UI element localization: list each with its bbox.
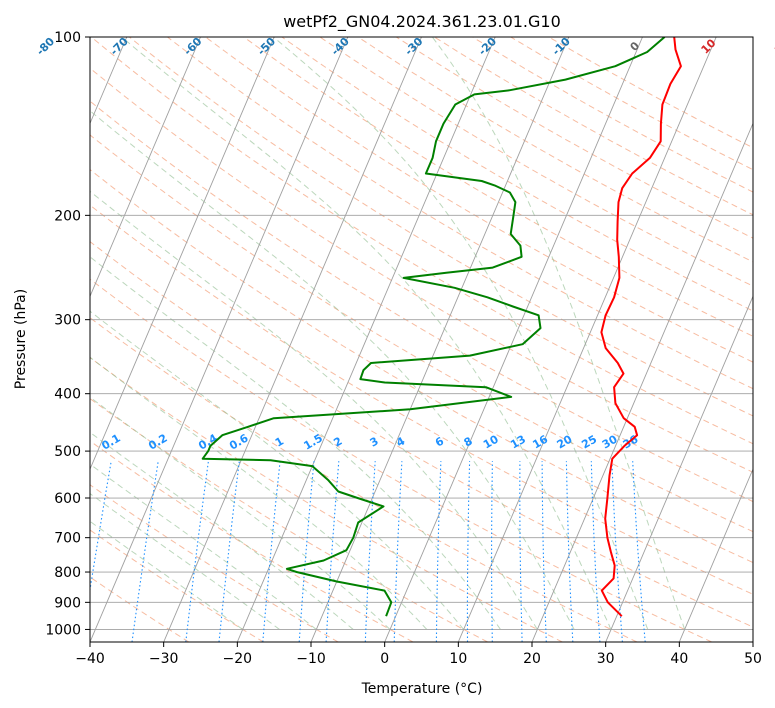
moist-adiabat [90, 431, 354, 630]
dry-adiabat [510, 37, 753, 171]
y-tick-label: 100 [54, 30, 81, 46]
dry-adiabat [434, 37, 753, 216]
dry-adiabat [319, 37, 753, 287]
y-axis-ticks: 100 200 300 400 500 600 700 800 900 1000 [45, 30, 90, 638]
dry-adiabat [90, 484, 339, 642]
x-tick-label: 30 [597, 651, 615, 667]
dry-adiabat [90, 204, 753, 595]
moist-adiabat [90, 463, 317, 630]
mixing-ratio-line [435, 461, 442, 642]
isotherm-line [90, 37, 275, 471]
dry-adiabat [90, 37, 753, 445]
y-tick-label: 500 [54, 444, 81, 460]
profile-lines [201, 37, 682, 617]
mixing-ratio-line [491, 461, 493, 642]
moist-adiabat [431, 37, 686, 630]
mixing-ratio-line [632, 461, 646, 642]
dry-adiabat [90, 168, 753, 564]
x-tick-label: 40 [670, 651, 688, 667]
mixing-ratio-line [565, 461, 574, 642]
x-tick-label: 0 [380, 651, 389, 667]
isotherm-line [236, 37, 496, 642]
moist-adiabat [90, 310, 465, 630]
x-tick-label: 20 [523, 651, 541, 667]
dry-adiabat [90, 356, 563, 642]
moist-adiabat [90, 520, 243, 630]
y-tick-label: 700 [54, 531, 81, 547]
y-tick-label: 900 [54, 595, 81, 611]
moist-adiabat [90, 356, 428, 630]
dry-adiabat [357, 37, 753, 263]
x-tick-label: 10 [449, 651, 467, 667]
isotherm-line [90, 37, 349, 642]
dry-adiabat [205, 37, 753, 363]
dry-adiabat [281, 37, 753, 312]
dewpoint-profile [201, 37, 666, 617]
x-tick-label: −20 [223, 651, 253, 667]
mixing-ratio-line [185, 461, 209, 642]
isotherm-line [531, 122, 753, 642]
moist-adiabat [273, 37, 649, 630]
dry-adiabat [243, 37, 753, 337]
dry-adiabat [90, 67, 753, 473]
mixing-ratio-line [590, 461, 601, 642]
isotherm-line [605, 295, 753, 642]
y-tick-label: 1000 [45, 622, 81, 638]
dry-adiabat [167, 37, 753, 390]
dry-adiabat [90, 134, 753, 533]
y-tick-label: 200 [54, 208, 81, 224]
dry-adiabat [396, 37, 753, 239]
dry-adiabat [472, 37, 753, 193]
isotherm-line [678, 467, 753, 642]
dry-adiabat [90, 440, 414, 642]
mixing-ratio-line [325, 461, 340, 642]
chart-title: wetPf2_GN04.2024.361.23.01.G10 [283, 12, 561, 32]
isotherm-line [752, 640, 753, 642]
dry-adiabat [90, 317, 638, 642]
x-tick-label: −30 [149, 651, 179, 667]
plot-area [90, 37, 753, 642]
temperature-profile [600, 37, 682, 617]
moist-adiabat [90, 493, 280, 630]
dry-adiabat [90, 278, 712, 642]
y-tick-label: 800 [54, 565, 81, 581]
y-tick-label: 600 [54, 491, 81, 507]
dry-adiabat [129, 37, 753, 417]
isotherm-line [457, 37, 717, 642]
isotherm-line [163, 37, 422, 642]
mixing-ratio-line [466, 461, 471, 642]
mixing-ratio-line [393, 461, 403, 642]
x-axis-ticks: −40 −30 −20 −10 0 10 20 30 40 50 [75, 642, 762, 667]
mixing-ratio-line [541, 461, 547, 642]
mixing-ratio-line [611, 461, 623, 642]
background-lines [90, 37, 753, 642]
isotherm-line [90, 37, 201, 298]
y-axis-label: Pressure (hPa) [13, 289, 29, 389]
x-tick-label: −40 [75, 651, 105, 667]
x-tick-label: −10 [296, 651, 326, 667]
mixing-ratio-line [519, 461, 523, 642]
mixing-ratio-line [218, 461, 240, 642]
dry-adiabat [90, 100, 753, 503]
dry-adiabat [548, 37, 753, 149]
mixing-ratio-line [262, 461, 281, 642]
isotherm-label: 20 [772, 36, 775, 56]
x-tick-label: 50 [744, 651, 762, 667]
isotherm-line [310, 37, 570, 642]
moist-adiabat [121, 37, 612, 630]
mixing-ratio-line [131, 461, 159, 642]
y-tick-label: 400 [54, 387, 81, 403]
mixing-ratio-line [364, 461, 376, 642]
x-axis-label: Temperature (°C) [361, 681, 483, 697]
plot-frame [89, 36, 754, 643]
moist-adiabat [90, 256, 501, 630]
mixing-ratio-line [90, 461, 112, 594]
mixing-ratio-line [298, 461, 315, 642]
y-tick-label: 300 [54, 313, 81, 329]
isotherm-line [384, 37, 643, 642]
moist-adiabat [90, 396, 391, 630]
